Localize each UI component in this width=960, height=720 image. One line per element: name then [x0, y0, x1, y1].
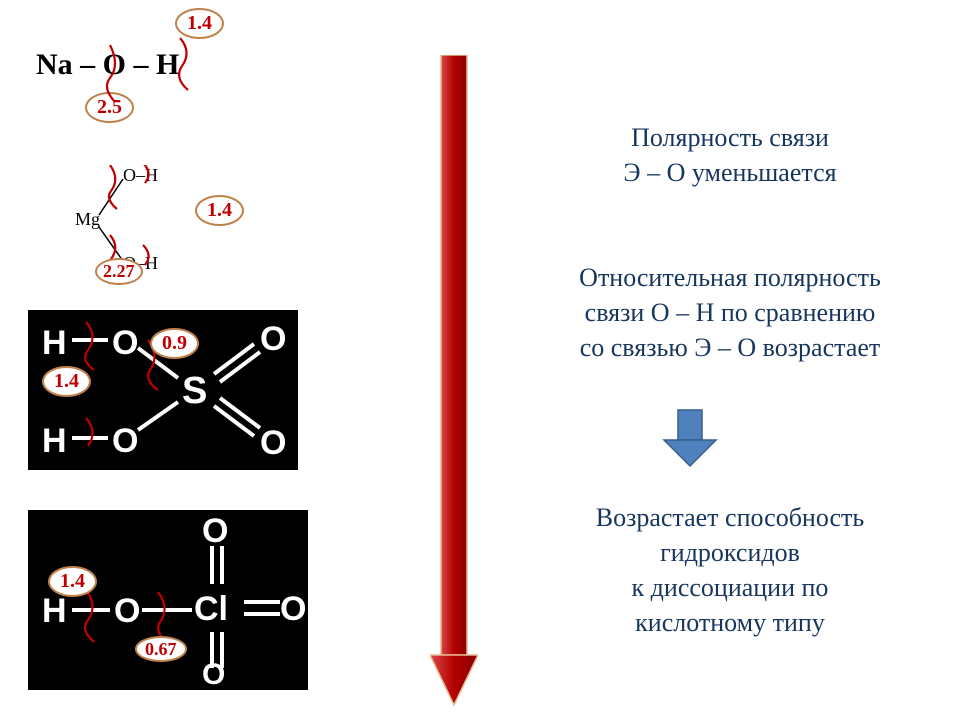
slide-root: Na – O – H 1.4 2.5 O–H Mg O–H 1.4 2.27 — [0, 0, 960, 720]
small-blue-arrow-icon — [660, 408, 720, 470]
pill-s-0-9: 0.9 — [150, 328, 199, 359]
naoh-waves — [30, 30, 290, 120]
p3-l2: гидроксидов — [510, 535, 950, 570]
pill-cl-1-4: 1.4 — [48, 566, 97, 597]
right-para-1: Полярность связи Э – О уменьшается — [520, 120, 940, 190]
hclo4-H: H — [42, 592, 67, 631]
h2so4-O3: O — [260, 320, 286, 359]
p3-l1: Возрастает способность — [510, 500, 950, 535]
p1-l2: Э – О уменьшается — [520, 155, 940, 190]
h2so4-O2: O — [112, 422, 138, 461]
h2so4-H1: H — [42, 324, 67, 363]
hclo4-structure: H O Cl O O O — [28, 510, 318, 690]
p2-l2: связи О – Н по сравнению — [505, 295, 955, 330]
main-red-arrow-icon — [430, 55, 478, 707]
p2-l1: Относительная полярность — [505, 260, 955, 295]
pill-mg-1-4: 1.4 — [195, 195, 244, 226]
h2so4-H2: H — [42, 422, 67, 461]
p3-l3: к диссоциации по — [510, 570, 950, 605]
pill-cl-0-67: 0.67 — [135, 636, 187, 662]
hclo4-Oright: O — [280, 590, 306, 629]
hclo4-Cl: Cl — [194, 590, 228, 629]
h2so4-O4: O — [260, 424, 286, 463]
right-para-2: Относительная полярность связи О – Н по … — [505, 260, 955, 365]
p2-l3: со связью Э – О возрастает — [505, 330, 955, 365]
hclo4-Otop: O — [202, 512, 228, 551]
hclo4-svg — [28, 510, 318, 690]
p1-l1: Полярность связи — [520, 120, 940, 155]
hclo4-O1: O — [114, 592, 140, 631]
h2so4-S: S — [182, 370, 207, 413]
hclo4-Obottom: O — [202, 658, 225, 692]
pill-s-1-4: 1.4 — [42, 366, 91, 397]
h2so4-O1: O — [112, 324, 138, 363]
p3-l4: кислотному типу — [510, 605, 950, 640]
pill-mg-2-27: 2.27 — [95, 258, 143, 285]
right-para-3: Возрастает способность гидроксидов к дис… — [510, 500, 950, 640]
